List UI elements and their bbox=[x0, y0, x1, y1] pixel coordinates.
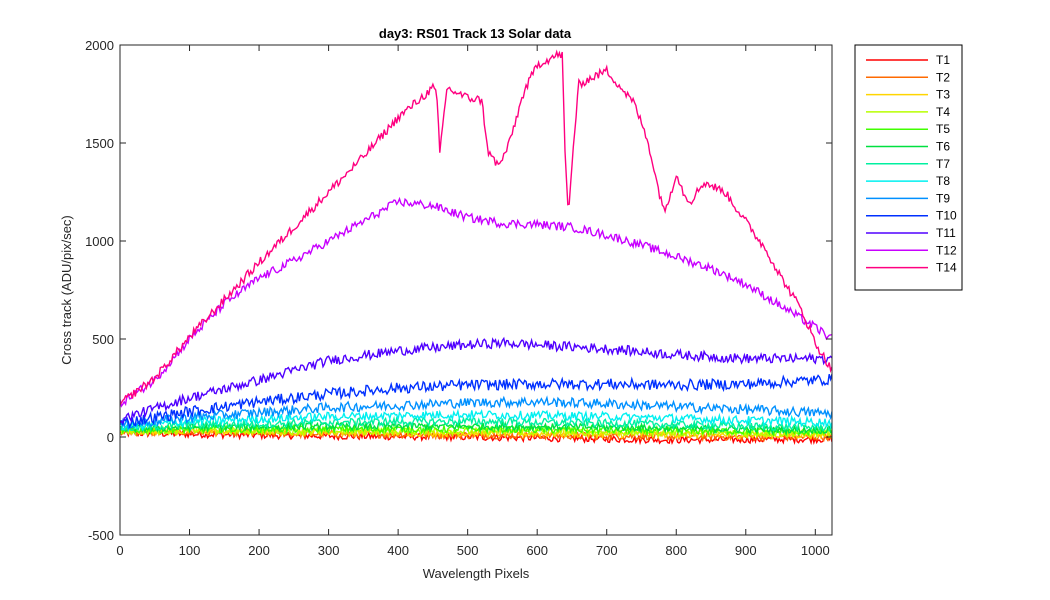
series-layer bbox=[120, 49, 832, 446]
series-line-t12 bbox=[120, 196, 832, 408]
legend-entry: T14 bbox=[936, 261, 957, 275]
series-line-t9 bbox=[120, 395, 832, 431]
y-axis-label: Cross track (ADU/pix/sec) bbox=[59, 215, 74, 365]
x-tick-label: 700 bbox=[596, 543, 618, 558]
series-line-t1 bbox=[120, 428, 832, 446]
y-tick-label: 500 bbox=[92, 332, 114, 347]
x-tick-label: 400 bbox=[387, 543, 409, 558]
legend-entry: T2 bbox=[936, 70, 950, 84]
x-tick-label: 1000 bbox=[801, 543, 830, 558]
y-tick-label: 2000 bbox=[85, 38, 114, 53]
x-tick-label: 200 bbox=[248, 543, 270, 558]
plot-frame bbox=[119, 44, 833, 536]
y-tick-label: 1000 bbox=[85, 234, 114, 249]
y-tick-label: 1500 bbox=[85, 136, 114, 151]
legend-entry: T3 bbox=[936, 88, 950, 102]
x-axis: 0 100 200 300 400 500 600 700 800 900 1000 bbox=[116, 45, 830, 558]
series-line-t7 bbox=[120, 415, 832, 433]
x-tick-label: 600 bbox=[526, 543, 548, 558]
x-tick-label: 100 bbox=[179, 543, 201, 558]
legend-entry: T12 bbox=[936, 243, 957, 257]
series-line-t8 bbox=[120, 408, 832, 433]
y-tick-label: 0 bbox=[107, 430, 114, 445]
x-tick-label: 0 bbox=[116, 543, 123, 558]
legend-entry: T8 bbox=[936, 174, 950, 188]
plot-area bbox=[120, 45, 832, 535]
x-tick-label: 900 bbox=[735, 543, 757, 558]
legend-entry: T10 bbox=[936, 209, 957, 223]
legend-box bbox=[854, 44, 963, 291]
series-line-t14 bbox=[120, 49, 832, 406]
legend-entry: T11 bbox=[936, 226, 956, 240]
x-tick-label: 800 bbox=[665, 543, 687, 558]
y-axis: -500 0 500 1000 1500 2000 bbox=[85, 38, 832, 543]
chart-title: day3: RS01 Track 13 Solar data bbox=[379, 26, 572, 41]
series-line-t10 bbox=[120, 373, 832, 429]
legend-entry: T4 bbox=[936, 105, 950, 119]
legend: T1 T2 T3 T4 T5 T6 T7 T8 T9 T10 T11 T12 T14 bbox=[854, 44, 963, 291]
x-axis-label: Wavelength Pixels bbox=[423, 566, 530, 581]
legend-entry: T1 bbox=[936, 53, 950, 67]
legend-entry: T7 bbox=[936, 157, 950, 171]
x-tick-label: 300 bbox=[318, 543, 340, 558]
y-tick-label: -500 bbox=[88, 528, 114, 543]
series-line-t11 bbox=[120, 336, 832, 425]
legend-entry: T6 bbox=[936, 140, 950, 154]
legend-entry: T5 bbox=[936, 122, 950, 136]
legend-entry: T9 bbox=[936, 191, 950, 205]
x-tick-label: 500 bbox=[457, 543, 479, 558]
